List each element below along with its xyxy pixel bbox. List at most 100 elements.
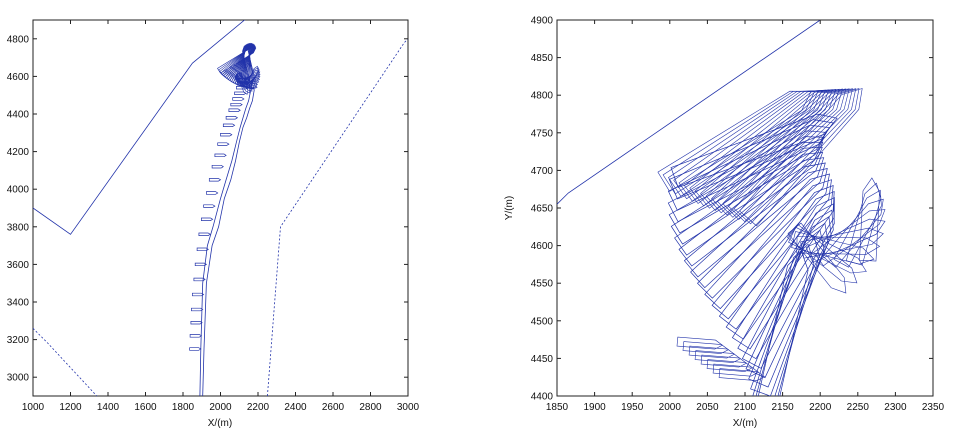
y-tick-label: 3800	[7, 222, 30, 233]
ship-outline-side	[800, 227, 884, 259]
ship-outline-lower	[718, 368, 766, 382]
x-tick-label: 1400	[97, 402, 120, 413]
y-tick-label: 4650	[531, 204, 554, 215]
right-y-axis-label: Y/(m)	[504, 196, 515, 220]
ship-outline-berthed	[657, 90, 812, 192]
x-tick-label: 2600	[322, 402, 345, 413]
series-line-1	[267, 38, 408, 396]
ship-outline	[194, 262, 208, 267]
x-tick-label: 2300	[884, 402, 907, 413]
series-line-2	[33, 328, 98, 396]
x-tick-label: 2250	[847, 402, 870, 413]
ship-outline-berthed	[739, 88, 863, 227]
ship-outline	[668, 136, 825, 234]
ship-outline-side	[787, 222, 847, 294]
ship-outline	[232, 97, 245, 101]
ship-outline	[683, 157, 825, 278]
x-tick-label: 2350	[922, 402, 945, 413]
ship-outline	[670, 113, 838, 188]
left-x-axis-label: X/(m)	[208, 418, 232, 429]
y-tick-label: 4750	[531, 128, 554, 139]
ship-outline	[196, 247, 209, 252]
ship-outline-lower	[700, 354, 747, 368]
y-tick-label: 4800	[531, 91, 554, 102]
ship-outline	[752, 236, 820, 396]
ship-outline-approach	[235, 76, 260, 85]
ship-outline	[217, 142, 230, 146]
left-x-ticks: 1000 1200 1400 1600 1800 2000 2200 2400 2600 2800…	[22, 20, 420, 413]
ship-outline-berthed	[722, 88, 853, 220]
x-tick-label: 2200	[247, 402, 270, 413]
x-tick-label: 2200	[809, 402, 832, 413]
left-plot-marks	[33, 20, 408, 396]
ship-outline-lower	[706, 359, 753, 372]
ship-outline	[192, 292, 205, 297]
ship-outline	[203, 204, 216, 208]
ship-outline	[190, 321, 203, 325]
x-tick-label: 2000	[209, 402, 232, 413]
y-tick-label: 4900	[531, 16, 554, 27]
right-x-ticks: 1850 1900 1950 2000 2050 2100 2150 2200 2250 2300…	[546, 20, 945, 413]
ship-outline-berthed	[727, 88, 857, 223]
y-tick-label: 4850	[531, 53, 554, 64]
x-tick-label: 2800	[359, 402, 382, 413]
ship-outline-side	[805, 218, 886, 263]
x-tick-label: 2400	[284, 402, 307, 413]
y-tick-label: 3400	[7, 298, 30, 309]
y-tick-label: 4600	[531, 241, 554, 252]
ship-outline	[220, 133, 233, 137]
y-tick-label: 4400	[7, 110, 30, 121]
ship-outline	[211, 164, 224, 169]
y-tick-label: 3200	[7, 335, 30, 346]
right-plot-frame	[556, 19, 934, 397]
y-tick-label: 4700	[531, 166, 554, 177]
y-tick-label: 3600	[7, 260, 30, 271]
y-tick-label: 4500	[531, 316, 554, 327]
right-x-axis-label: X/(m)	[733, 418, 757, 429]
y-tick-label: 3000	[7, 373, 30, 384]
right-plot: 1850 1900 1950 2000 2050 2100 2150 2200 2250 2300…	[504, 16, 945, 429]
x-tick-label: 2150	[771, 402, 794, 413]
x-tick-label: 1200	[59, 402, 82, 413]
x-tick-label: 3000	[397, 402, 420, 413]
x-tick-label: 2000	[659, 402, 682, 413]
ship-outline-lower	[688, 345, 735, 359]
left-plot: 1000 1200 1400 1600 1800 2000 2200 2400 2600 2800…	[7, 19, 420, 429]
ship-outline-approach	[241, 69, 260, 88]
series-line-3	[199, 80, 253, 396]
y-tick-label: 4400	[531, 392, 554, 403]
ship-outline-side	[796, 236, 881, 255]
ship-outline-lower	[676, 336, 723, 350]
ship-outline	[198, 232, 211, 236]
ship-outline	[201, 217, 214, 221]
ship-outline-lower	[712, 363, 760, 377]
ship-outline	[189, 347, 202, 351]
series-line-4	[202, 89, 255, 396]
ship-outline	[667, 124, 831, 211]
ship-outline-berthed	[705, 88, 843, 214]
ship-outline-berthed	[700, 88, 840, 211]
left-y-ticks: 3000 3200 3400 3600 3800 4000 4200 4400 4600 4800	[7, 34, 408, 384]
ship-outline	[718, 184, 834, 330]
x-tick-label: 1850	[546, 402, 569, 413]
x-tick-label: 2100	[734, 402, 757, 413]
ship-outline-side	[822, 198, 884, 268]
ship-outline-berthed	[733, 88, 860, 225]
y-tick-label: 4800	[7, 34, 30, 45]
ship-outline-side	[788, 226, 867, 274]
y-tick-label: 4450	[531, 354, 554, 365]
ship-outline	[208, 178, 222, 182]
ship-outline-approach	[245, 65, 259, 89]
ship-outline-side	[859, 177, 880, 262]
ship-outline-berthed	[678, 89, 826, 202]
x-tick-label: 1950	[621, 402, 644, 413]
ship-outline	[725, 190, 835, 340]
ship-outline	[189, 334, 203, 338]
series-line-0	[33, 20, 246, 235]
ship-outline-lower	[694, 350, 741, 363]
ship-outline	[214, 153, 227, 158]
ship-outline-side	[786, 223, 858, 284]
ship-outline	[191, 307, 204, 312]
ship-outline	[228, 108, 241, 112]
